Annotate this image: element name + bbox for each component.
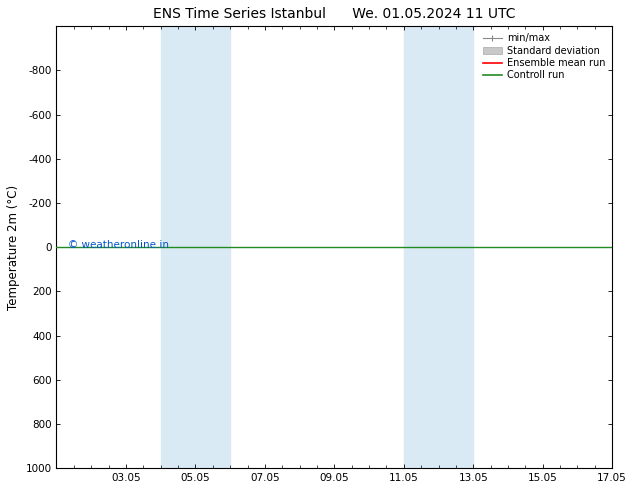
Title: ENS Time Series Istanbul      We. 01.05.2024 11 UTC: ENS Time Series Istanbul We. 01.05.2024 … [153, 7, 515, 21]
Legend: min/max, Standard deviation, Ensemble mean run, Controll run: min/max, Standard deviation, Ensemble me… [481, 31, 607, 82]
Y-axis label: Temperature 2m (°C): Temperature 2m (°C) [7, 185, 20, 310]
Bar [404, 26, 473, 468]
Text: © weatheronline.in: © weatheronline.in [68, 240, 169, 250]
Bar [160, 26, 230, 468]
